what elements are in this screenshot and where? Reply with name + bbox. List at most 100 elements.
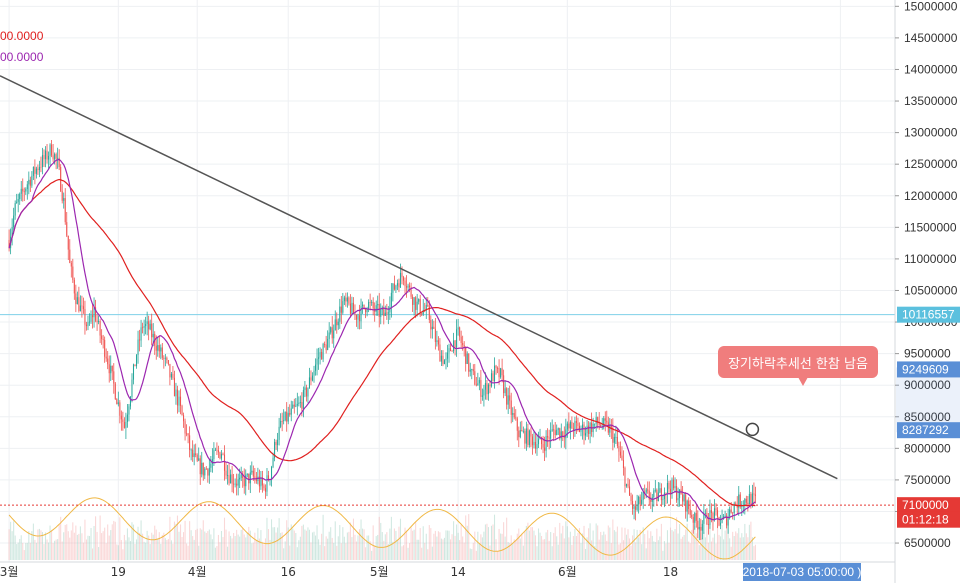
candle-body (311, 375, 314, 381)
volume-bar (666, 530, 668, 560)
candle-body (522, 431, 524, 432)
volume-bar (387, 544, 389, 560)
candle-body (101, 335, 103, 340)
candle-body (521, 430, 523, 432)
volume-bar (164, 538, 166, 560)
candle-body (507, 395, 509, 405)
candle-body (512, 413, 514, 415)
volume-bar (753, 546, 755, 560)
price-marker-bg (897, 361, 960, 378)
candle-body (395, 285, 397, 290)
candle-body (390, 292, 392, 308)
candle-body (421, 313, 423, 315)
candle-body (98, 321, 100, 323)
volume-bar (548, 540, 550, 560)
volume-bar (44, 532, 47, 560)
volume-bar (483, 531, 485, 560)
candle-body (703, 513, 705, 524)
candle-body (472, 369, 474, 372)
volume-bar (495, 539, 497, 560)
volume-bar (251, 543, 253, 560)
candle-body (163, 357, 165, 359)
volume-bar (633, 529, 635, 560)
candle-body (707, 524, 709, 526)
volume-bar (750, 521, 752, 560)
volume-bar (52, 543, 54, 560)
candle-body (143, 326, 145, 328)
volume-bar (54, 540, 56, 560)
candle-body (186, 433, 188, 435)
volume-bar (603, 531, 605, 560)
candle-body (192, 449, 194, 458)
volume-bar (615, 531, 617, 560)
volume-bar (589, 523, 591, 560)
volume-bar (363, 529, 365, 560)
y-tick-label: 7500000 (904, 473, 951, 487)
candle-body (727, 516, 729, 526)
candle-body (217, 450, 219, 453)
volume-bar (362, 528, 364, 560)
candle-body (516, 418, 518, 431)
volume-bar (497, 551, 499, 560)
candle-body (619, 451, 621, 456)
candle-body (456, 329, 458, 348)
candle-body (114, 383, 116, 400)
volume-bar (75, 525, 77, 560)
volume-bar (466, 525, 468, 560)
candle-body (278, 426, 280, 440)
volume-bar (205, 532, 207, 560)
candle-body (293, 404, 295, 407)
candle-body (754, 494, 756, 496)
volume-bar (724, 530, 726, 560)
volume-bar (8, 529, 10, 560)
volume-bar (210, 534, 212, 560)
volume-bar (99, 515, 101, 560)
candle-body (63, 198, 65, 201)
volume-bar (601, 535, 603, 560)
candle-body (208, 467, 210, 476)
volume-bar (195, 529, 197, 560)
volume-bar (668, 542, 670, 560)
volume-bar (448, 530, 450, 560)
candle-body (738, 494, 740, 508)
volume-bar (443, 537, 445, 560)
candle-body (145, 324, 147, 327)
candle-body (202, 462, 204, 476)
volume-bar (41, 532, 44, 560)
volume-bar (319, 544, 321, 560)
candle-body (255, 477, 257, 482)
volume-bar (110, 530, 112, 560)
price-marker-label: 9249609 (902, 362, 949, 376)
candle-body (563, 436, 565, 439)
candle-body (551, 429, 553, 431)
candle-body (126, 414, 128, 422)
volume-bar (536, 546, 538, 560)
volume-bar (516, 533, 518, 560)
volume-bar (545, 532, 547, 560)
candle-body (75, 293, 77, 305)
volume-bar (239, 536, 241, 560)
volume-bar (340, 543, 342, 560)
volume-bar (137, 526, 139, 560)
volume-bar (31, 531, 33, 560)
volume-bar (395, 530, 397, 560)
x-tick-label: 5월 (370, 565, 389, 579)
candle-body (692, 517, 694, 523)
volume-bar (607, 525, 609, 560)
candle-body (225, 470, 227, 476)
candle-body (609, 425, 611, 433)
volume-bar (321, 533, 323, 560)
candle-body (377, 304, 379, 306)
candle-body (733, 503, 735, 514)
volume-bar (410, 527, 412, 560)
volume-bar (604, 534, 606, 560)
volume-bar (534, 535, 537, 560)
candle-body (357, 315, 359, 320)
volume-bar (173, 521, 175, 560)
candle-body (697, 520, 699, 530)
volume-bar (650, 531, 652, 560)
candle-body (383, 307, 385, 316)
candle-body (503, 375, 505, 394)
candle-body (544, 447, 546, 451)
